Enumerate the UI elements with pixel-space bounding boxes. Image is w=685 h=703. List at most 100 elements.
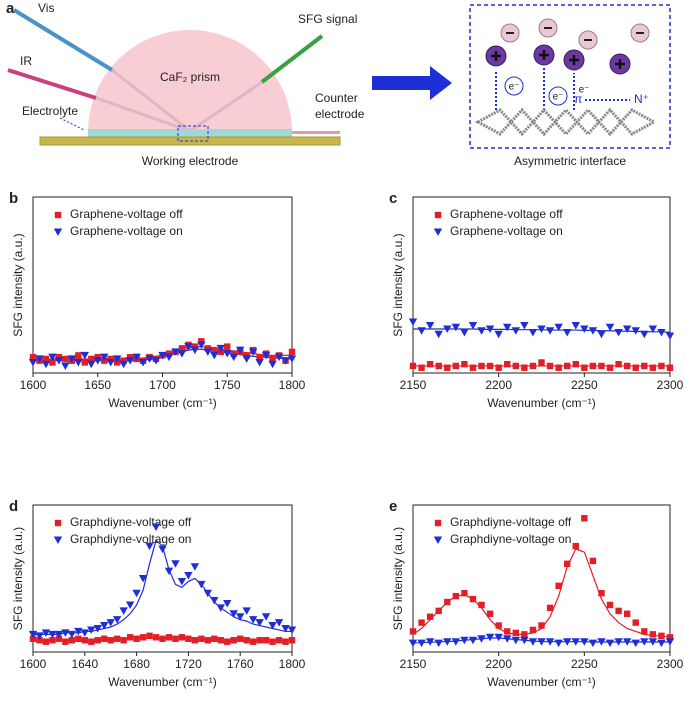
marker [81, 359, 88, 366]
marker [417, 327, 426, 335]
marker [571, 638, 580, 646]
marker [198, 338, 205, 345]
marker [546, 604, 554, 612]
marker [256, 637, 263, 644]
marker [563, 638, 572, 646]
marker [75, 352, 82, 359]
electron-label: e⁻ [553, 92, 564, 103]
marker [165, 350, 173, 357]
marker [164, 353, 174, 362]
marker [418, 619, 425, 626]
marker [520, 321, 529, 330]
x-axis-label: Wavenumber (cm⁻¹) [487, 675, 596, 689]
marker [74, 358, 83, 367]
marker [211, 635, 218, 642]
pi-label: π [574, 92, 582, 106]
prism [88, 30, 292, 132]
marker [640, 330, 649, 339]
marker [48, 353, 57, 362]
marker [67, 630, 77, 639]
marker [262, 637, 270, 644]
marker [486, 362, 494, 370]
ir-beam [7, 68, 97, 100]
marker [495, 364, 502, 371]
marker [589, 362, 597, 370]
marker [287, 626, 297, 634]
marker [165, 634, 173, 641]
marker [145, 355, 154, 363]
marker [649, 631, 657, 638]
marker [537, 325, 546, 333]
marker [451, 638, 461, 646]
sfg-beam [260, 34, 324, 84]
marker [113, 635, 121, 642]
marker [468, 636, 478, 645]
marker [120, 637, 127, 644]
marker [409, 362, 417, 370]
marker [631, 639, 640, 648]
marker [469, 595, 477, 603]
marker [80, 351, 89, 360]
marker [495, 622, 502, 629]
y-axis-label: SFG intensity (a.u.) [11, 233, 25, 336]
marker [67, 355, 77, 363]
marker [666, 364, 674, 371]
plot-frame [412, 504, 671, 653]
graphdiyne-lattice [474, 107, 658, 137]
marker [132, 353, 141, 362]
marker [658, 362, 665, 370]
marker [223, 350, 232, 358]
marker [555, 582, 562, 590]
marker [125, 357, 135, 365]
x-tick-label: 1640 [71, 657, 98, 671]
marker [28, 358, 38, 367]
marker [35, 632, 44, 640]
marker [255, 619, 264, 627]
marker [288, 637, 296, 644]
marker [528, 638, 538, 646]
marker [216, 344, 225, 353]
marker [54, 519, 62, 527]
marker [261, 613, 271, 621]
marker [248, 616, 258, 624]
legend-label: Graphdiyne-voltage on [450, 532, 571, 546]
marker [537, 638, 546, 646]
marker [444, 364, 451, 371]
marker [275, 637, 283, 644]
marker [580, 638, 589, 646]
marker [623, 362, 631, 370]
marker [230, 637, 237, 644]
marker [468, 321, 478, 330]
marker [53, 536, 63, 544]
sfg-beam-inner [189, 80, 263, 133]
marker [242, 607, 251, 615]
marker [158, 351, 167, 360]
marker [546, 362, 554, 370]
x-tick-label: 1800 [279, 378, 306, 392]
marker [190, 346, 200, 355]
marker [261, 351, 271, 360]
marker [48, 630, 57, 639]
marker [42, 355, 50, 363]
marker [425, 638, 435, 646]
marker [657, 329, 666, 337]
counter-electrode [292, 131, 340, 134]
marker [146, 632, 153, 640]
marker [197, 341, 206, 349]
marker [255, 358, 264, 367]
marker [434, 519, 442, 527]
plot-frame [32, 504, 293, 653]
marker [100, 353, 109, 362]
marker [477, 327, 486, 335]
marker [185, 635, 192, 642]
marker [426, 613, 434, 620]
marker [61, 362, 70, 370]
marker [191, 637, 199, 644]
x-tick-label: 2300 [657, 378, 684, 392]
marker [236, 346, 245, 355]
marker [614, 638, 623, 646]
marker [478, 601, 485, 609]
sfg-label: SFG signal [298, 12, 357, 26]
x-tick-label: 1800 [279, 657, 306, 671]
marker [408, 318, 418, 326]
